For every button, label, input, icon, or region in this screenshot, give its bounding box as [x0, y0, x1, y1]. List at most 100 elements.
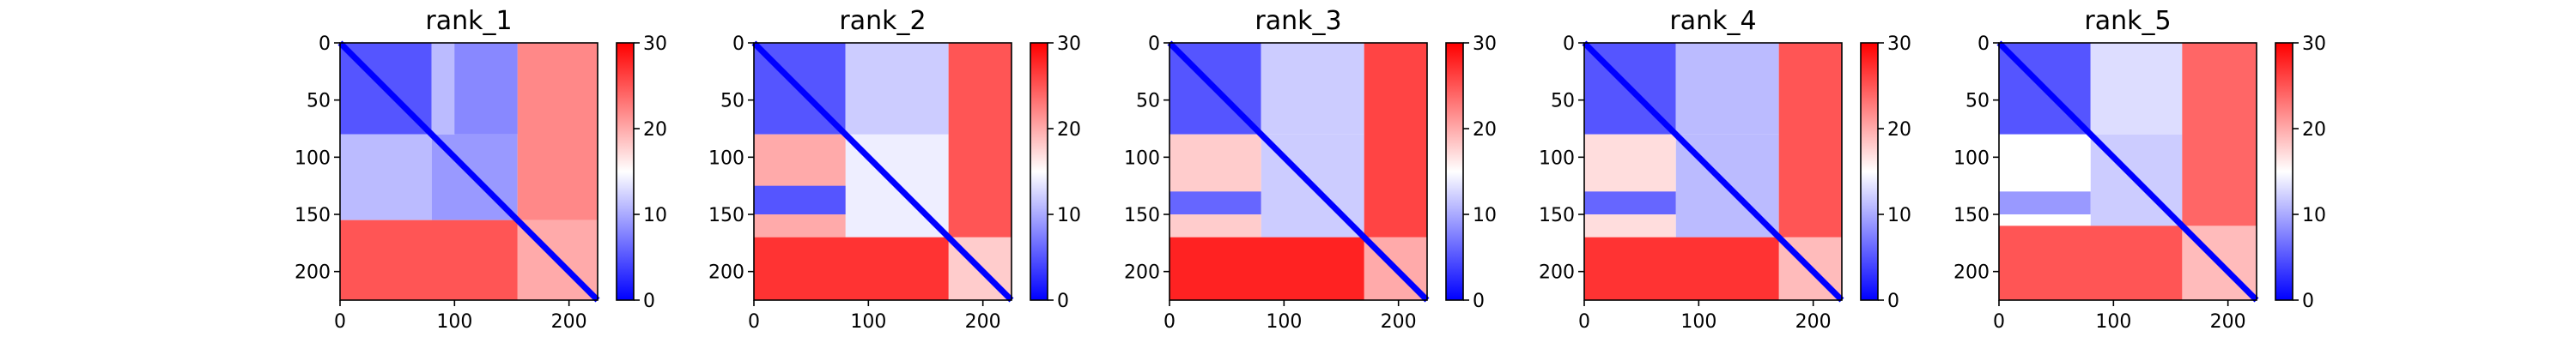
- heatmap-panel-5: rank_5 0 100 200 0 50 100 150 200 0 10 20 30: [1953, 6, 2326, 333]
- heatmap-cells: [751, 40, 1014, 303]
- heatmap-block: [1999, 226, 2183, 300]
- heatmap-block: [1170, 237, 1364, 300]
- heatmap-diagonal: [1582, 40, 1844, 303]
- y-tick-label: 50: [1551, 91, 1575, 112]
- colorbar-tick-label: 0: [643, 291, 655, 312]
- colorbar-tick-label: 30: [1057, 33, 1081, 55]
- y-tick-label: 0: [1148, 33, 1160, 55]
- colorbar: [1030, 43, 1048, 300]
- y-tick-label: 0: [1563, 33, 1575, 55]
- colorbar-tick-label: 0: [1887, 291, 1899, 312]
- y-tick-label: 100: [1953, 147, 1990, 169]
- heatmap-block: [1170, 191, 1261, 214]
- colorbar-tick-label: 0: [1473, 291, 1485, 312]
- colorbar-tick-label: 10: [643, 205, 667, 226]
- heatmap-diagonal: [1996, 40, 2259, 303]
- x-tick-label: 200: [1795, 311, 1832, 333]
- x-tick-label: 0: [748, 311, 760, 333]
- heatmap-cells: [1167, 40, 1430, 303]
- x-tick-label: 0: [334, 311, 346, 333]
- heatmap-block: [754, 185, 846, 214]
- heatmap-cells: [337, 40, 600, 303]
- heatmap-block: [1999, 191, 2091, 214]
- colorbar-tick-label: 20: [643, 119, 667, 141]
- colorbar-tick-label: 30: [2302, 33, 2326, 55]
- panel-title: rank_3: [1255, 6, 1341, 36]
- y-tick-label: 150: [1124, 205, 1160, 226]
- y-tick-label: 150: [708, 205, 744, 226]
- heatmap-diagonal: [337, 40, 600, 303]
- x-tick-label: 100: [2095, 311, 2131, 333]
- colorbar-tick-label: 20: [1473, 119, 1497, 141]
- colorbar: [1861, 43, 1878, 300]
- y-tick-label: 0: [1978, 33, 1990, 55]
- colorbar-frame: [2275, 42, 2293, 301]
- y-tick-label: 100: [295, 147, 331, 169]
- colorbar-frame: [616, 42, 635, 301]
- y-tick-label: 0: [319, 33, 331, 55]
- heatmap-diagonal: [751, 40, 1014, 303]
- colorbar-frame: [1860, 42, 1879, 301]
- y-tick-label: 100: [708, 147, 744, 169]
- x-tick-label: 200: [551, 311, 587, 333]
- heatmap-block: [948, 43, 1012, 238]
- x-tick-label: 200: [1381, 311, 1417, 333]
- heatmap-block: [1261, 43, 1364, 135]
- heatmap-block: [754, 237, 949, 300]
- colorbar: [2275, 43, 2293, 300]
- colorbar-tick-label: 0: [1057, 291, 1069, 312]
- y-tick-label: 200: [708, 262, 744, 284]
- panel-title: rank_1: [425, 6, 512, 36]
- plot-frame: [1583, 42, 1843, 301]
- colorbar-tick-label: 10: [1057, 205, 1081, 226]
- heatmap-block: [1584, 237, 1779, 300]
- colorbar-frame: [1445, 42, 1464, 301]
- y-tick-label: 100: [1539, 147, 1575, 169]
- heatmap-block: [517, 43, 598, 220]
- panel-title: rank_2: [839, 6, 926, 36]
- heatmap-block: [1364, 43, 1427, 238]
- y-tick-label: 200: [1539, 262, 1575, 284]
- x-tick-label: 0: [1163, 311, 1176, 333]
- plot-frame: [339, 42, 598, 301]
- heatmap-diagonal: [1167, 40, 1430, 303]
- colorbar-tick-label: 30: [643, 33, 667, 55]
- heatmap-panel-3: rank_3 0 100 200 0 50 100 150 200 0 10 20 30: [1124, 6, 1497, 333]
- y-tick-label: 150: [1953, 205, 1990, 226]
- panel-title: rank_5: [2084, 6, 2171, 36]
- heatmap-panel-4: rank_4 0 100 200 0 50 100 150 200 0 10 20 30: [1539, 6, 1911, 333]
- x-tick-label: 100: [436, 311, 472, 333]
- heatmap-block: [340, 134, 432, 220]
- heatmap-block: [454, 43, 518, 135]
- colorbar-tick-label: 10: [1887, 205, 1911, 226]
- y-tick-label: 150: [295, 205, 331, 226]
- heatmap-block: [845, 43, 949, 135]
- heatmap-block: [1675, 43, 1779, 135]
- y-tick-label: 200: [295, 262, 331, 284]
- x-tick-label: 100: [1266, 311, 1302, 333]
- y-tick-label: 200: [1953, 262, 1990, 284]
- colorbar-tick-label: 0: [2302, 291, 2314, 312]
- colorbar-tick-label: 20: [2302, 119, 2326, 141]
- y-tick-label: 50: [307, 91, 331, 112]
- plot-frame: [753, 42, 1012, 301]
- y-tick-label: 150: [1539, 205, 1575, 226]
- heatmap-block: [1584, 134, 1676, 238]
- x-tick-label: 200: [965, 311, 1001, 333]
- colorbar-tick-label: 10: [1473, 205, 1497, 226]
- colorbar-tick-label: 20: [1887, 119, 1911, 141]
- y-tick-label: 200: [1124, 262, 1160, 284]
- y-tick-label: 50: [1965, 91, 1990, 112]
- y-tick-label: 50: [1136, 91, 1160, 112]
- x-tick-label: 100: [850, 311, 886, 333]
- plot-frame: [1998, 42, 2257, 301]
- heatmap-block: [2182, 43, 2257, 226]
- x-tick-label: 200: [2210, 311, 2246, 333]
- heatmap-block: [340, 220, 518, 300]
- colorbar-tick-label: 30: [1887, 33, 1911, 55]
- x-tick-label: 100: [1680, 311, 1716, 333]
- heatmap-block: [1778, 43, 1842, 238]
- heatmap-block: [2090, 43, 2183, 135]
- panel-title: rank_4: [1669, 6, 1756, 36]
